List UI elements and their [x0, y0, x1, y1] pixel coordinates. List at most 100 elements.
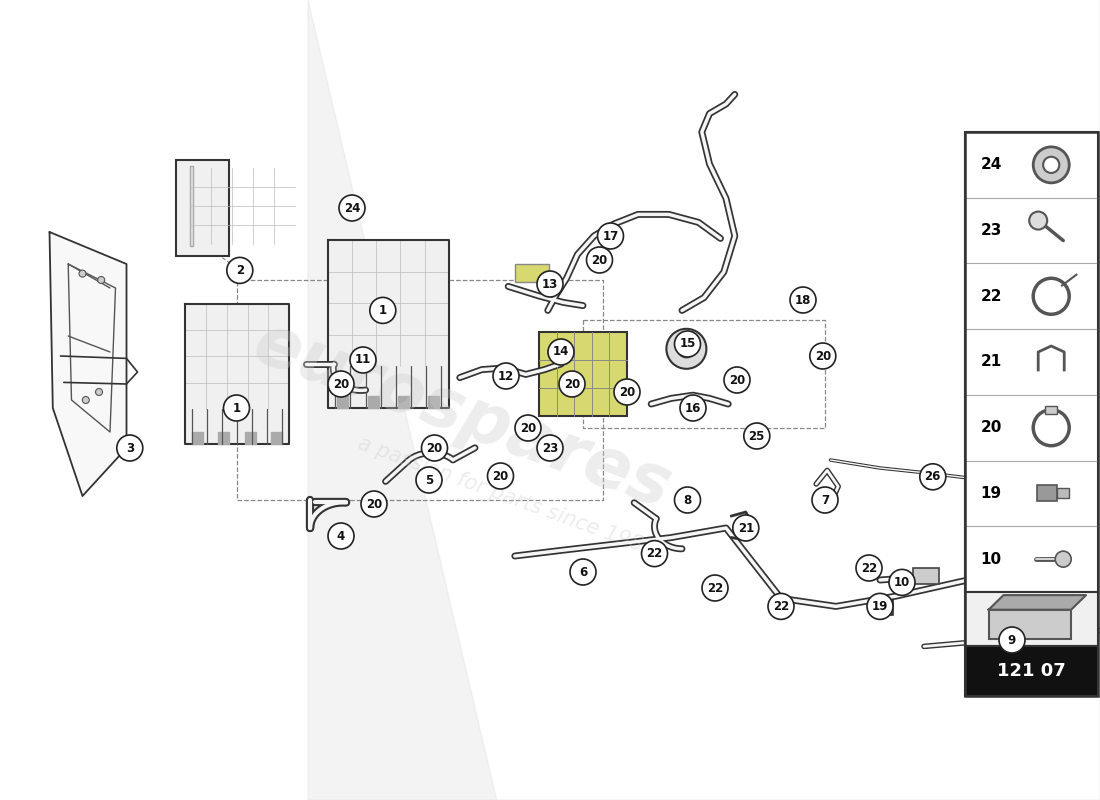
- Bar: [192, 432, 204, 444]
- Circle shape: [328, 523, 354, 549]
- Bar: [989, 610, 1071, 638]
- Text: 4: 4: [337, 530, 345, 542]
- Text: 22: 22: [861, 562, 877, 574]
- Text: 8: 8: [683, 494, 692, 506]
- Text: 19: 19: [981, 486, 1002, 501]
- Text: 26: 26: [925, 470, 940, 483]
- Circle shape: [559, 371, 585, 397]
- Text: 23: 23: [542, 442, 558, 454]
- Circle shape: [339, 195, 365, 221]
- Circle shape: [493, 363, 519, 389]
- Circle shape: [1055, 551, 1071, 567]
- Circle shape: [117, 435, 143, 461]
- Circle shape: [641, 541, 668, 566]
- Text: 22: 22: [773, 600, 789, 613]
- Circle shape: [361, 491, 387, 517]
- Text: 10: 10: [894, 576, 910, 589]
- Circle shape: [674, 331, 701, 357]
- Text: 10: 10: [981, 552, 1002, 566]
- Bar: [190, 166, 192, 246]
- Text: 18: 18: [795, 294, 811, 306]
- Bar: [219, 432, 230, 444]
- Text: 22: 22: [707, 582, 723, 594]
- Bar: [515, 264, 549, 282]
- Circle shape: [537, 271, 563, 297]
- Text: 20: 20: [564, 378, 580, 390]
- Text: 7: 7: [821, 494, 829, 506]
- Circle shape: [537, 435, 563, 461]
- Circle shape: [597, 223, 624, 249]
- Bar: [913, 568, 939, 584]
- Circle shape: [421, 435, 448, 461]
- Circle shape: [733, 515, 759, 541]
- Bar: [1057, 489, 1069, 498]
- Text: 9: 9: [1008, 634, 1016, 646]
- Text: 20: 20: [815, 350, 830, 362]
- Circle shape: [768, 594, 794, 619]
- Circle shape: [227, 258, 253, 283]
- Polygon shape: [308, 0, 1100, 800]
- Text: 3: 3: [125, 442, 134, 454]
- Circle shape: [416, 467, 442, 493]
- Polygon shape: [989, 595, 1086, 610]
- Text: 1: 1: [378, 304, 387, 317]
- Circle shape: [223, 395, 250, 421]
- Bar: [398, 396, 409, 408]
- Circle shape: [744, 423, 770, 449]
- Bar: [871, 600, 893, 615]
- Text: 2: 2: [235, 264, 244, 277]
- Text: 11: 11: [355, 354, 371, 366]
- Text: 20: 20: [333, 378, 349, 390]
- Text: 17: 17: [603, 230, 618, 242]
- Text: 5: 5: [425, 474, 433, 486]
- Text: 121 07: 121 07: [997, 662, 1066, 680]
- Bar: [244, 432, 255, 444]
- Text: 20: 20: [366, 498, 382, 510]
- Bar: [1045, 406, 1057, 414]
- Bar: [271, 432, 282, 444]
- Text: 20: 20: [729, 374, 745, 386]
- Circle shape: [350, 347, 376, 373]
- Circle shape: [570, 559, 596, 585]
- Circle shape: [614, 379, 640, 405]
- Circle shape: [702, 575, 728, 601]
- Text: 21: 21: [981, 354, 1002, 370]
- Text: 20: 20: [619, 386, 635, 398]
- Text: 21: 21: [738, 522, 754, 534]
- Circle shape: [548, 339, 574, 365]
- Circle shape: [867, 594, 893, 619]
- Text: 25: 25: [749, 430, 764, 442]
- Bar: [965, 132, 1098, 696]
- Circle shape: [96, 389, 102, 395]
- Text: 24: 24: [344, 202, 360, 214]
- Circle shape: [680, 395, 706, 421]
- Circle shape: [889, 570, 915, 595]
- Text: 12: 12: [498, 370, 514, 382]
- Text: 1: 1: [232, 402, 241, 414]
- Circle shape: [810, 343, 836, 369]
- Text: 20: 20: [493, 470, 508, 482]
- Text: 20: 20: [520, 422, 536, 434]
- Circle shape: [724, 367, 750, 393]
- Circle shape: [586, 247, 613, 273]
- Circle shape: [999, 627, 1025, 653]
- Circle shape: [678, 340, 695, 358]
- Circle shape: [328, 371, 354, 397]
- Text: 20: 20: [592, 254, 607, 266]
- Bar: [176, 160, 229, 256]
- Circle shape: [370, 298, 396, 323]
- Polygon shape: [328, 240, 449, 408]
- Circle shape: [790, 287, 816, 313]
- Circle shape: [98, 277, 104, 283]
- Circle shape: [79, 270, 86, 277]
- Circle shape: [920, 464, 946, 490]
- Circle shape: [1030, 211, 1047, 230]
- Circle shape: [667, 329, 706, 369]
- Text: 6: 6: [579, 566, 587, 578]
- Circle shape: [674, 487, 701, 513]
- Circle shape: [515, 415, 541, 441]
- Text: 22: 22: [981, 289, 1002, 304]
- Text: 22: 22: [647, 547, 662, 560]
- Bar: [965, 646, 1098, 696]
- Text: 24: 24: [981, 158, 1002, 172]
